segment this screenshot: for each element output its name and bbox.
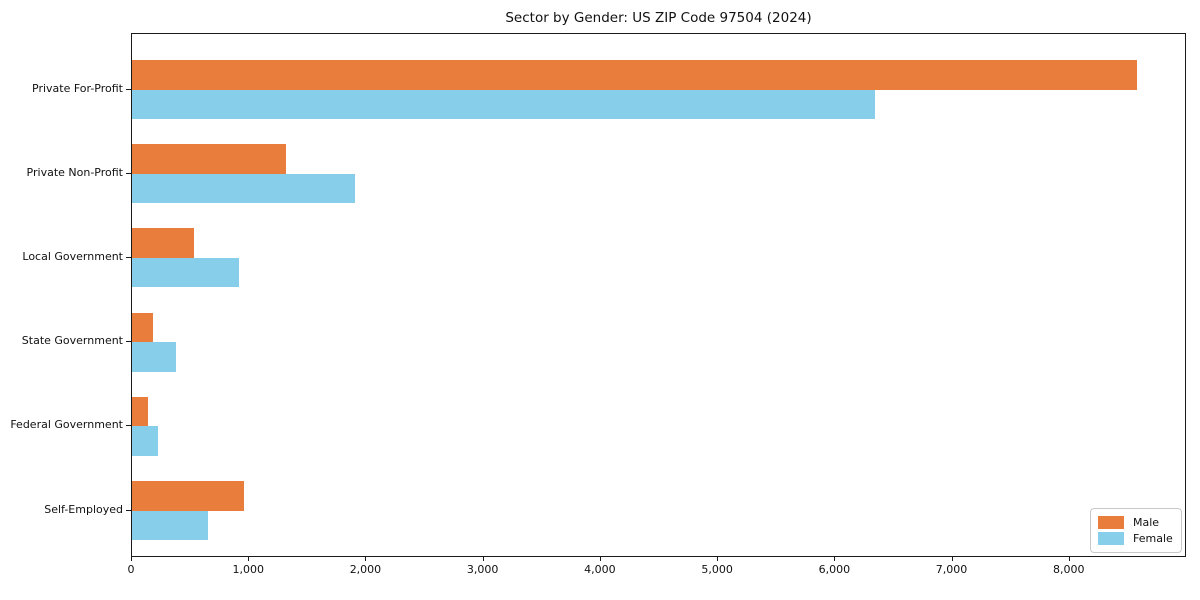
chart-title: Sector by Gender: US ZIP Code 97504 (202… <box>505 10 812 26</box>
bar-male-3 <box>132 228 195 258</box>
x-tick-mark <box>131 557 132 561</box>
y-tick-label: Self-Employed <box>44 502 123 516</box>
bar-male-4 <box>132 312 154 343</box>
y-tick-mark <box>126 88 131 90</box>
y-tick-label: Private Non-Profit <box>26 165 123 179</box>
plot-area <box>131 33 1186 557</box>
bar-female-2 <box>132 173 355 204</box>
bar-female-5 <box>132 426 158 456</box>
x-tick-label: 7,000 <box>935 563 968 576</box>
x-tick-mark <box>1068 557 1070 561</box>
bar-male-5 <box>132 396 149 427</box>
x-tick-mark <box>951 557 953 561</box>
y-tick-label: State Government <box>21 334 123 348</box>
x-tick-label: 5,000 <box>701 563 733 576</box>
legend-label-female: Female <box>1133 532 1173 546</box>
bar-female-3 <box>132 257 240 288</box>
x-tick-label: 0 <box>127 563 135 576</box>
x-tick-mark <box>482 557 484 561</box>
y-tick-mark <box>126 256 131 258</box>
legend-swatch-female <box>1098 532 1124 546</box>
y-tick-mark <box>126 509 131 511</box>
y-tick-label: Local Government <box>22 249 123 263</box>
bar-male-6 <box>132 481 244 511</box>
y-tick-mark <box>126 341 131 343</box>
legend-label-male: Male <box>1133 515 1160 529</box>
x-tick-label: 8,000 <box>1053 563 1085 576</box>
bar-male-1 <box>132 60 1137 90</box>
y-tick-label: Federal Government <box>10 418 123 432</box>
x-tick-mark <box>365 557 367 561</box>
x-tick-label: 4,000 <box>584 563 616 576</box>
bar-female-6 <box>132 510 209 540</box>
bar-female-1 <box>132 89 875 119</box>
x-tick-mark <box>599 557 601 561</box>
x-tick-mark <box>717 557 719 561</box>
x-tick-label: 3,000 <box>466 563 499 576</box>
legend: Male Female <box>1090 508 1182 553</box>
x-tick-label: 2,000 <box>349 563 382 576</box>
legend-swatch-male <box>1098 515 1124 529</box>
x-tick-label: 6,000 <box>818 563 851 576</box>
y-tick-mark <box>126 425 131 427</box>
legend-item-male: Male <box>1098 515 1174 529</box>
y-tick-mark <box>126 172 131 174</box>
x-tick-mark <box>248 557 250 561</box>
legend-item-female: Female <box>1098 532 1174 546</box>
x-tick-label: 1,000 <box>232 563 264 576</box>
bar-male-2 <box>132 144 287 174</box>
y-tick-label: Private For-Profit <box>32 81 123 95</box>
bar-female-4 <box>132 342 176 372</box>
x-tick-mark <box>834 557 836 561</box>
